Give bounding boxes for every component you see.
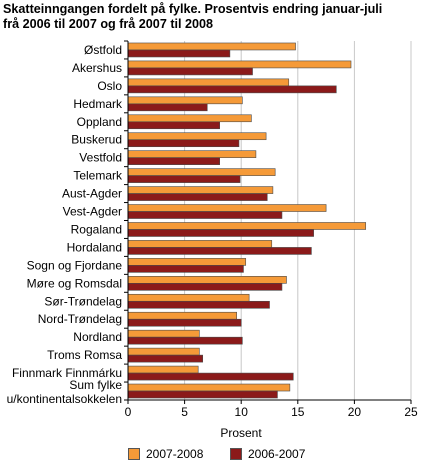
x-tick-label-20: 20: [348, 405, 362, 419]
bar-2006-2007-sogn-og-fjordane: [127, 265, 244, 273]
bar-2006-2007-akershus: [127, 67, 253, 76]
bar-2007-2008-sogn-og-fjordane: [127, 258, 247, 266]
bar-chart: Østfold Akershus Oslo Hedmark Oppland Buskeru…: [7, 40, 418, 440]
x-tick-label-25: 25: [404, 405, 418, 419]
category-label: Akershus: [72, 61, 122, 75]
bar-2006-2007-finnmark-finnm-rku: [127, 372, 294, 381]
bar-2007-2008-sum-fylke-u-kontinentalsokkelen: [127, 383, 291, 392]
category-label: Buskerud: [71, 133, 122, 147]
bar-2007-2008-østfold: [127, 42, 296, 51]
bar-2007-2008-oslo: [127, 78, 290, 87]
category-label: Oppland: [77, 115, 122, 129]
bar-2007-2008-oppland: [127, 114, 252, 123]
bar-2006-2007-østfold: [127, 49, 231, 58]
category-label: Finnmark Finnmárku: [12, 366, 122, 380]
x-tick-labels: 0 5 10 15 20 25: [125, 405, 418, 419]
legend-item-2006-2007: 2006-2007: [230, 447, 305, 461]
bar-2006-2007-telemark: [127, 175, 241, 183]
bar-2007-2008-finnmark-finnm-rku: [127, 365, 199, 374]
chart-title-line-1: Skatteinngangen fordelt på fylke. Prosen…: [3, 2, 383, 16]
category-label: Hordaland: [67, 240, 122, 254]
category-label: Nord-Trøndelag: [38, 312, 122, 326]
category-label: Sogn og Fjordane: [27, 258, 123, 272]
bar-2007-2008-buskerud: [127, 132, 267, 141]
bar-2007-2008-møre-og-romsdal: [127, 276, 287, 284]
bar-2006-2007-nordland: [127, 336, 243, 345]
bar-2006-2007-rogaland: [127, 229, 314, 237]
legend-swatch-2007-2008: [128, 448, 140, 460]
category-label: Telemark: [73, 169, 123, 183]
x-tick-label-10: 10: [235, 405, 249, 419]
bar-2006-2007-hordaland: [127, 247, 312, 255]
chart-title: Skatteinngangen fordelt på fylke. Prosen…: [3, 2, 423, 32]
bar-2006-2007-troms-romsa: [127, 354, 204, 363]
category-label: Rogaland: [71, 222, 122, 236]
bar-2007-2008-vest-agder: [127, 204, 327, 212]
x-tick-label-15: 15: [291, 405, 305, 419]
legend-label-2006-2007: 2006-2007: [248, 447, 306, 461]
x-axis-label: Prosent: [220, 426, 262, 440]
category-label: Troms Romsa: [47, 348, 122, 362]
bar-2007-2008-nordland: [127, 329, 200, 338]
category-label: Oslo: [97, 79, 122, 93]
bar-2007-2008-akershus: [127, 60, 352, 69]
category-label: Hedmark: [73, 97, 123, 111]
bar-2007-2008-rogaland: [127, 222, 367, 230]
category-labels: Østfold Akershus Oslo Hedmark Oppland Buskeru…: [7, 43, 123, 406]
chart-title-line-2: frå 2006 til 2007 og frå 2007 til 2008: [3, 17, 214, 31]
bar-2006-2007-vest-agder: [127, 211, 283, 219]
bar-2006-2007-møre-og-romsdal: [127, 283, 283, 291]
legend-swatch-2006-2007: [230, 448, 242, 460]
bar-2006-2007-sør-trøndelag: [127, 300, 270, 309]
bar-2006-2007-buskerud: [127, 139, 240, 148]
category-label: Aust-Agder: [62, 187, 122, 201]
legend-label-2007-2008: 2007-2008: [146, 447, 204, 461]
category-label: Nordland: [73, 330, 122, 344]
bar-2007-2008-hedmark: [127, 96, 243, 105]
bar-2007-2008-troms-romsa: [127, 347, 200, 356]
bar-2007-2008-vestfold: [127, 150, 257, 158]
bar-2006-2007-oppland: [127, 121, 220, 130]
bar-2006-2007-vestfold: [127, 157, 220, 165]
grid-lines: [184, 41, 412, 400]
bar-2007-2008-aust-agder: [127, 186, 274, 194]
legend: 2007-2008 2006-2007: [0, 447, 426, 465]
x-tick-label-5: 5: [181, 405, 188, 419]
category-label: Vest-Agder: [63, 205, 122, 219]
bar-2007-2008-telemark: [127, 168, 276, 176]
category-label: Vestfold: [79, 151, 122, 165]
bar-2007-2008-nord-trøndelag: [127, 311, 237, 320]
bar-2006-2007-nord-trøndelag: [127, 318, 242, 327]
legend-item-2007-2008: 2007-2008: [128, 447, 203, 461]
category-label: Sør-Trøndelag: [44, 294, 122, 308]
category-label: Møre og Romsdal: [27, 276, 122, 290]
bar-2006-2007-oslo: [127, 85, 337, 94]
bar-2007-2008-sør-trøndelag: [127, 293, 250, 302]
axes: [124, 40, 412, 404]
x-tick-label-0: 0: [125, 405, 132, 419]
bar-2006-2007-aust-agder: [127, 193, 268, 201]
category-label: Østfold: [84, 43, 122, 57]
bar-2007-2008-hordaland: [127, 240, 273, 248]
bar-series-group: [127, 42, 367, 399]
category-label-line: u/kontinentalsokkelen: [7, 392, 122, 406]
category-label-line: Sum fylke: [69, 378, 122, 392]
bar-2006-2007-sum-fylke-u-kontinentalsokkelen: [127, 390, 278, 399]
bar-2006-2007-hedmark: [127, 103, 208, 112]
